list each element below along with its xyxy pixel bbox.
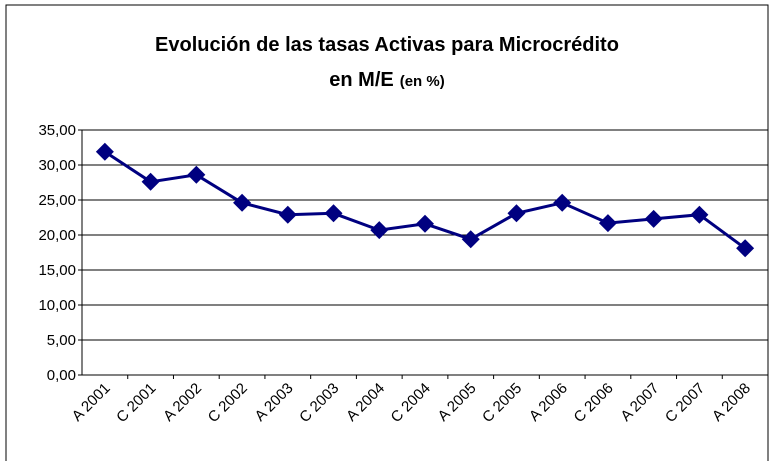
marker — [141, 172, 160, 191]
y-tick-label: 15,00 — [38, 262, 76, 279]
marker — [324, 204, 343, 223]
marker — [690, 205, 709, 224]
chart-title-unit: (en %) — [400, 73, 445, 90]
chart-title: Evolución de las tasas Activas para Micr… — [155, 34, 619, 56]
y-tick-label: 20,00 — [38, 227, 76, 244]
marker — [278, 205, 297, 224]
marker — [370, 221, 389, 240]
marker — [461, 230, 480, 249]
chart-border — [5, 4, 769, 461]
y-tick-label: 25,00 — [38, 192, 76, 209]
marker — [736, 239, 755, 258]
marker — [187, 165, 206, 184]
marker — [507, 204, 526, 223]
y-tick-label: 35,00 — [38, 122, 76, 139]
marker — [233, 193, 252, 212]
y-tick-label: 10,00 — [38, 297, 76, 314]
chart-title-line: en M/E — [329, 69, 393, 91]
marker — [416, 214, 434, 233]
marker — [644, 209, 663, 228]
y-tick-label: 0,00 — [47, 367, 76, 384]
chart-title: en M/E (en %) — [329, 69, 444, 91]
marker — [598, 214, 617, 233]
marker — [95, 142, 114, 161]
y-tick-label: 5,00 — [47, 332, 76, 349]
y-tick-label: 30,00 — [38, 157, 76, 174]
marker — [553, 193, 572, 212]
